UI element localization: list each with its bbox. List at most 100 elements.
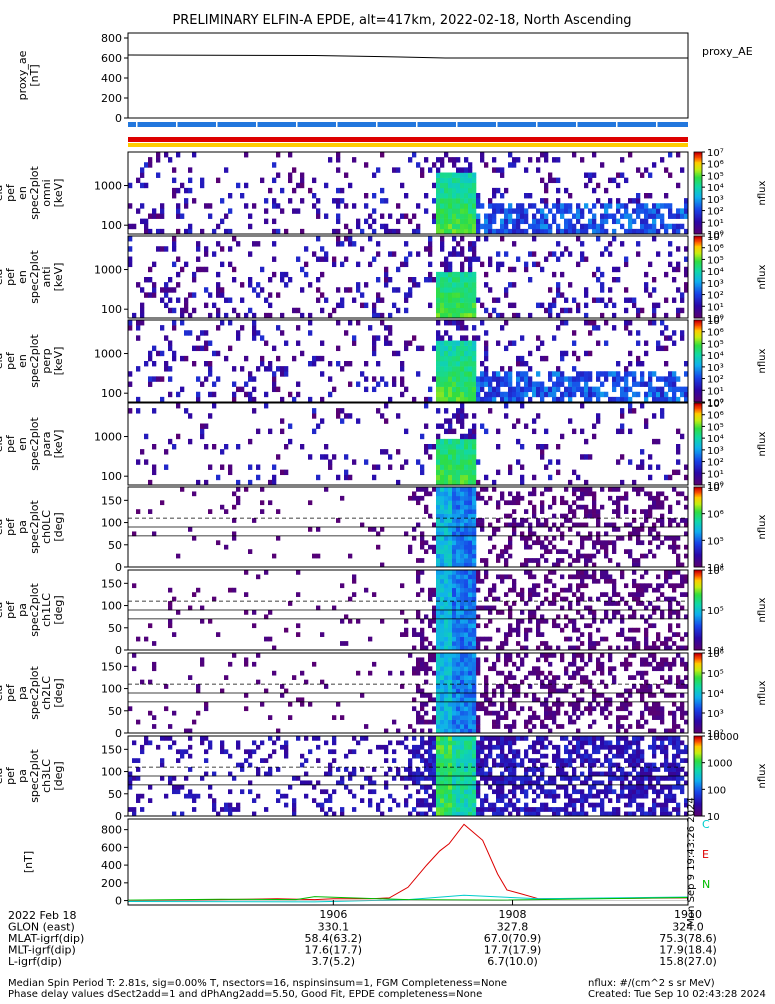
spectrogram-cell bbox=[432, 182, 437, 189]
spectrogram-cell bbox=[536, 391, 541, 398]
spectrogram-cell bbox=[440, 350, 445, 357]
pitch-angle-cell bbox=[532, 789, 537, 795]
pitch-angle-cell bbox=[292, 675, 297, 680]
spectrogram-cell bbox=[336, 167, 341, 173]
spectrogram-cell bbox=[440, 282, 445, 288]
spectrogram-cell bbox=[520, 208, 525, 214]
pitch-angle-cell bbox=[556, 701, 561, 707]
pitch-angle-cell bbox=[440, 596, 445, 602]
spectrogram-cell bbox=[500, 203, 505, 209]
pitch-angle-cell bbox=[420, 641, 425, 646]
spectrogram-cell bbox=[136, 320, 141, 326]
pitch-angle-cell bbox=[644, 636, 649, 642]
pitch-angle-cell bbox=[452, 491, 457, 497]
spectrogram-cell bbox=[284, 340, 289, 346]
pitch-angle-cell bbox=[464, 540, 469, 546]
pitch-angle-cell bbox=[580, 688, 585, 694]
pitch-angle-cell bbox=[428, 653, 433, 658]
pitch-angle-cell bbox=[580, 641, 585, 646]
pitch-angle-cell bbox=[368, 636, 373, 642]
spectrogram-cell bbox=[508, 203, 513, 209]
spectrogram-cell bbox=[428, 277, 433, 283]
pitch-angle-cell bbox=[572, 736, 577, 741]
spectrogram-cell bbox=[200, 330, 205, 336]
pitch-angle-cell bbox=[580, 780, 585, 786]
spectrogram-cell bbox=[152, 282, 157, 288]
pitch-angle-cell bbox=[252, 623, 257, 629]
spectrogram-cell bbox=[396, 479, 401, 486]
pitch-angle-cell bbox=[680, 518, 685, 523]
spectrogram-cell bbox=[496, 167, 501, 173]
spectrogram-cell bbox=[496, 386, 501, 393]
spectrogram-cell bbox=[616, 396, 621, 403]
pitch-angle-cell bbox=[340, 641, 345, 646]
pitch-angle-cell bbox=[460, 811, 465, 817]
spectrogram-cell bbox=[460, 297, 465, 303]
pitch-angle-cell bbox=[556, 706, 561, 712]
spectrogram-cell bbox=[664, 228, 669, 235]
spectrogram-cell bbox=[168, 438, 173, 445]
spectrogram-cell bbox=[464, 213, 469, 219]
pitch-angle-cell bbox=[432, 535, 437, 541]
pitch-angle-cell bbox=[260, 500, 265, 506]
pitch-angle-cell bbox=[588, 610, 593, 615]
pitch-angle-cell bbox=[296, 592, 301, 597]
spectrogram-cell bbox=[344, 330, 349, 336]
spectrogram-cell bbox=[568, 391, 573, 398]
pitch-angle-cell bbox=[680, 728, 685, 734]
pitch-angle-cell bbox=[480, 701, 485, 707]
spectrogram-cell bbox=[440, 302, 445, 309]
spectrogram-cell bbox=[472, 355, 477, 362]
pitch-angle-cell bbox=[504, 549, 509, 554]
pitch-angle-cell bbox=[444, 535, 449, 541]
spectrogram-cell bbox=[480, 396, 485, 403]
spectrogram-cell bbox=[652, 203, 657, 209]
spectrogram-cell bbox=[280, 371, 285, 377]
spectrogram-cell bbox=[452, 345, 457, 352]
pitch-angle-cell bbox=[468, 710, 473, 716]
spectrogram-cell bbox=[444, 256, 449, 262]
spectrogram-cell bbox=[484, 474, 489, 481]
pitch-angle-cell bbox=[680, 592, 685, 597]
pitch-angle-cell bbox=[624, 715, 629, 720]
pitch-angle-cell bbox=[252, 798, 257, 803]
spectrogram-cell bbox=[276, 454, 281, 460]
pitch-angle-cell bbox=[444, 509, 449, 514]
pitch-angle-cell bbox=[432, 767, 437, 772]
spectrogram-cell bbox=[316, 208, 321, 214]
spectrogram-cell bbox=[508, 386, 513, 393]
pitch-angle-cell bbox=[488, 802, 493, 808]
pitch-angle-cell bbox=[464, 744, 469, 750]
spectrogram-cell bbox=[460, 391, 465, 398]
pitch-angle-cell bbox=[496, 793, 501, 799]
pitch-angle-cell bbox=[668, 610, 673, 615]
pitch-angle-cell bbox=[572, 661, 577, 667]
spectrogram-cell bbox=[584, 182, 589, 189]
pitch-angle-cell bbox=[444, 767, 449, 772]
spectrogram-cell bbox=[560, 355, 565, 362]
spectrogram-cell bbox=[384, 271, 389, 278]
pitch-angle-cell bbox=[448, 740, 453, 746]
pitch-angle-cell bbox=[464, 574, 469, 580]
spectrogram-cell bbox=[448, 454, 453, 460]
pitch-angle-cell bbox=[612, 592, 617, 597]
spectrogram-cell bbox=[372, 350, 377, 357]
spectrogram-cell bbox=[436, 297, 441, 303]
pitch-angle-cell bbox=[328, 807, 333, 812]
pitch-angle-cell bbox=[444, 811, 449, 817]
spectrogram-cell bbox=[436, 340, 441, 346]
pitch-angle-cell bbox=[588, 574, 593, 580]
pitch-angle-cell bbox=[448, 762, 453, 768]
spectrogram-cell bbox=[268, 292, 273, 298]
spectrogram-cell bbox=[376, 292, 381, 298]
pitch-angle-cell bbox=[656, 605, 661, 611]
pitch-angle-cell bbox=[616, 509, 621, 514]
spectrogram-cell bbox=[240, 386, 245, 393]
pitch-angle-cell bbox=[528, 744, 533, 750]
pitch-angle-cell bbox=[464, 578, 469, 584]
pitch-angle-cell bbox=[572, 509, 577, 514]
pitch-angle-cell bbox=[588, 802, 593, 808]
spectrogram-cell bbox=[204, 479, 209, 486]
spectrogram-cell bbox=[144, 292, 149, 298]
pitch-angle-cell bbox=[432, 653, 437, 658]
